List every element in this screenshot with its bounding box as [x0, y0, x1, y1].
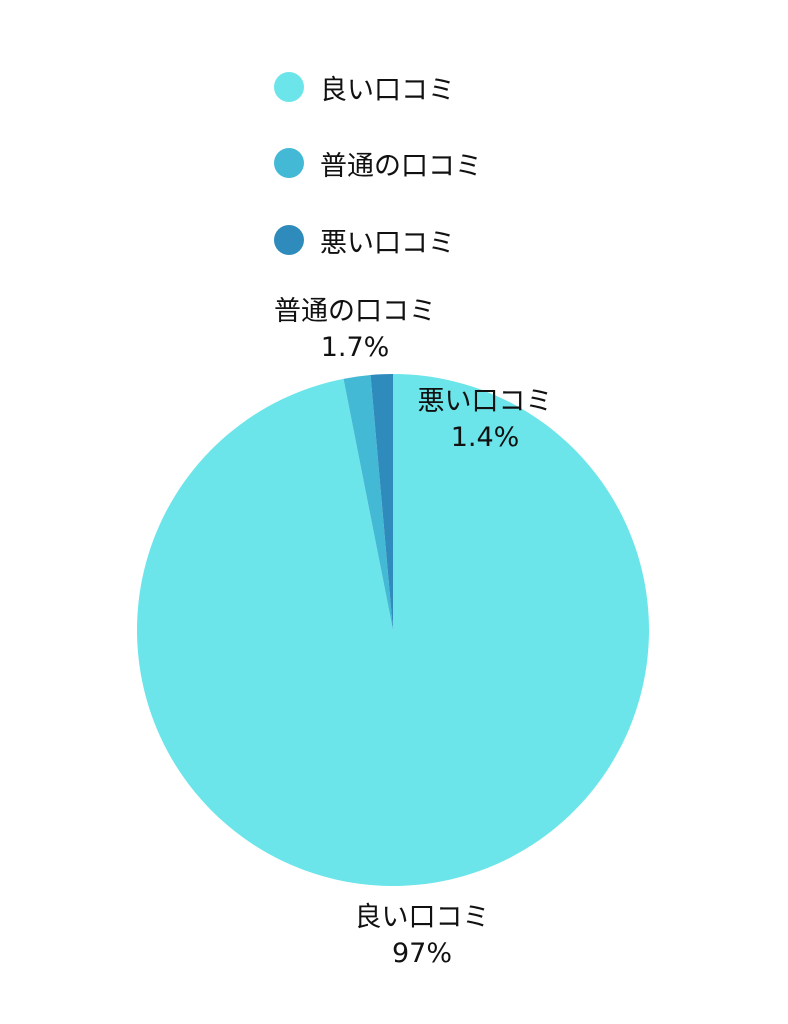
pie-slice-bad[interactable] [370, 374, 393, 630]
legend-swatch-good [274, 72, 304, 102]
legend-item-bad[interactable]: 悪い口コミ [274, 224, 455, 259]
slice-label-bad: 悪い口コミ 1.4% [418, 384, 553, 456]
legend-swatch-bad [274, 225, 304, 255]
legend-item-good[interactable]: 良い口コミ [274, 71, 455, 106]
legend-label-good: 良い口コミ [320, 74, 455, 106]
slice-category-neutral: 普通の口コミ [274, 296, 436, 327]
pie-slice-neutral[interactable] [343, 374, 393, 630]
slice-category-good: 良い口コミ [354, 902, 490, 933]
slice-label-neutral: 普通の口コミ 1.7% [274, 294, 436, 366]
legend-swatch-neutral [274, 148, 304, 178]
legend-item-neutral[interactable]: 普通の口コミ [274, 147, 482, 182]
slice-label-good: 良い口コミ 97% [355, 900, 490, 972]
slice-value-good: 97% [391, 938, 452, 969]
slice-value-neutral: 1.7% [320, 332, 390, 363]
slice-value-bad: 1.4% [450, 422, 520, 453]
slice-category-bad: 悪い口コミ [417, 386, 553, 417]
legend-label-bad: 悪い口コミ [320, 227, 455, 259]
legend-label-neutral: 普通の口コミ [320, 150, 482, 182]
